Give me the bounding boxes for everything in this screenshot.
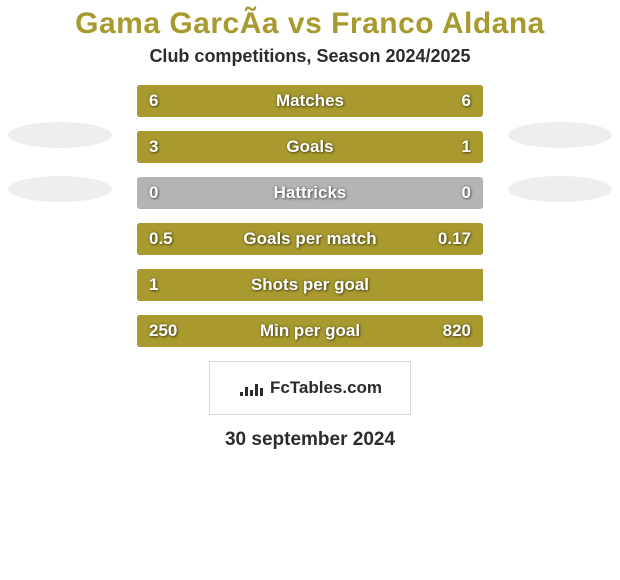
stat-value-left: 3 [149, 137, 158, 157]
stat-value-left: 250 [149, 321, 177, 341]
stat-fill-left [137, 269, 483, 301]
branding-text: FcTables.com [270, 378, 382, 398]
stat-value-right: 0 [462, 183, 471, 203]
stat-value-left: 1 [149, 275, 158, 295]
stat-fill-left [137, 131, 397, 163]
stat-rows: 66Matches31Goals00Hattricks0.50.17Goals … [0, 85, 620, 347]
stat-label: Hattricks [137, 183, 483, 203]
stat-value-left: 6 [149, 91, 158, 111]
stat-value-left: 0.5 [149, 229, 173, 249]
date-text: 30 september 2024 [0, 429, 620, 451]
subtitle: Club competitions, Season 2024/2025 [0, 46, 620, 67]
stat-value-right: 6 [462, 91, 471, 111]
stat-row: 0.50.17Goals per match [137, 223, 483, 255]
stat-row: 31Goals [137, 131, 483, 163]
stat-row: 66Matches [137, 85, 483, 117]
stat-fill-left [137, 85, 310, 117]
branding-box: FcTables.com [209, 361, 411, 415]
stat-fill-right [310, 85, 483, 117]
comparison-card: Gama GarcÃ­a vs Franco Aldana Club compe… [0, 0, 620, 580]
stat-value-right: 820 [443, 321, 471, 341]
page-title: Gama GarcÃ­a vs Franco Aldana [0, 0, 620, 42]
stat-fill-left [137, 223, 397, 255]
stat-row: 250820Min per goal [137, 315, 483, 347]
stat-row: 0 0Hattricks [137, 177, 483, 209]
bar-chart-icon [238, 378, 264, 398]
stat-value-right: 0.17 [438, 229, 471, 249]
stat-value-right: 1 [462, 137, 471, 157]
stat-value-left: 0 [149, 183, 158, 203]
stat-row: 1Shots per goal [137, 269, 483, 301]
